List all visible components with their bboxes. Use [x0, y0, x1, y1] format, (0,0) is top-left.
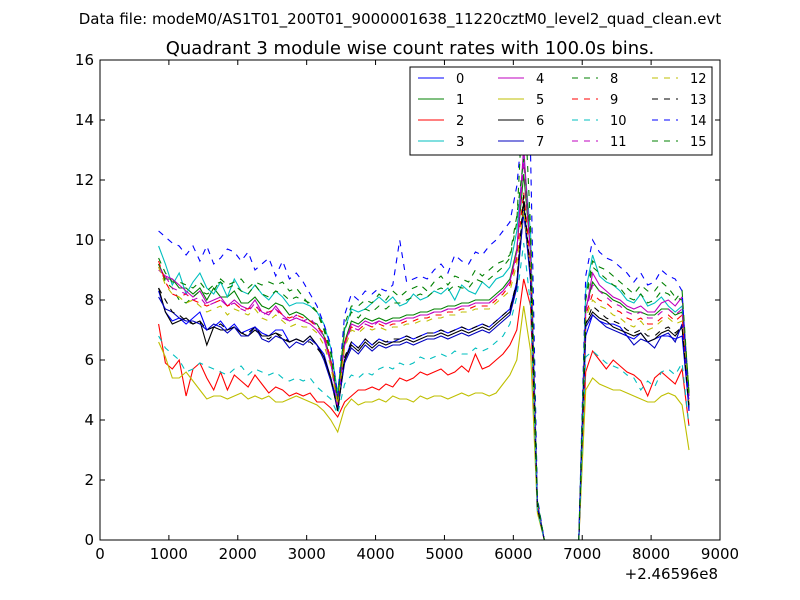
x-tick-label: 2000	[219, 545, 257, 563]
x-tick-label: 4000	[356, 545, 394, 563]
series-line-12	[158, 209, 690, 541]
x-tick-label: 0	[95, 545, 105, 563]
legend-label: 9	[610, 93, 618, 108]
series-line-13	[158, 194, 690, 541]
series-line-6	[158, 200, 690, 541]
legend-label: 2	[456, 114, 464, 129]
legend-label: 10	[610, 114, 627, 129]
legend-label: 0	[456, 72, 464, 87]
legend-label: 5	[536, 93, 544, 108]
legend-label: 12	[690, 72, 707, 87]
series-line-7	[158, 209, 690, 541]
legend-label: 8	[610, 72, 618, 87]
series-line-1	[158, 173, 690, 541]
series-line-10	[158, 242, 690, 541]
y-tick-label: 0	[84, 531, 94, 549]
x-offset-label: +2.46596e8	[625, 565, 718, 583]
legend-label: 7	[536, 135, 544, 150]
chart-title: Quadrant 3 module wise count rates with …	[166, 38, 655, 59]
y-tick-label: 14	[75, 111, 94, 129]
plot-lines	[158, 83, 690, 541]
plot-frame	[99, 59, 721, 541]
x-tick-label: 9000	[701, 545, 739, 563]
y-tick-label: 6	[84, 351, 94, 369]
y-tick-label: 8	[84, 291, 94, 309]
series-line-14	[158, 113, 690, 541]
y-tick-label: 12	[75, 171, 94, 189]
legend-label: 14	[690, 114, 707, 129]
x-tick-label: 1000	[150, 545, 188, 563]
x-tick-label: 5000	[425, 545, 463, 563]
x-tick-label: 6000	[494, 545, 532, 563]
y-tick-label: 10	[75, 231, 94, 249]
legend-label: 11	[610, 135, 627, 150]
legend-label: 3	[456, 135, 464, 150]
legend-label: 4	[536, 72, 544, 87]
y-tick-label: 2	[84, 471, 94, 489]
series-line-0	[158, 212, 690, 541]
legend-label: 1	[456, 93, 464, 108]
y-tick-label: 4	[84, 411, 94, 429]
x-tick-label: 3000	[288, 545, 326, 563]
legend-label: 13	[690, 93, 707, 108]
x-tick-label: 7000	[563, 545, 601, 563]
x-tick-label: 8000	[632, 545, 670, 563]
series-line-5	[158, 305, 690, 541]
data-file-title: Data file: modeM0/AS1T01_200T01_90000016…	[79, 10, 722, 29]
legend-label: 15	[690, 135, 707, 150]
series-line-9	[158, 191, 690, 541]
series-line-11	[158, 161, 690, 541]
legend-frame	[409, 66, 713, 156]
series-line-3	[158, 155, 690, 541]
y-tick-label: 16	[75, 51, 94, 69]
legend-label: 6	[536, 114, 544, 129]
series-line-4	[158, 146, 690, 541]
series-line-2	[158, 278, 690, 541]
series-line-8	[158, 158, 690, 541]
axis-ticks: 0 1000 2000 3000 4000 5000 6000 7000 8000 9000 0 2 4…	[75, 51, 739, 563]
